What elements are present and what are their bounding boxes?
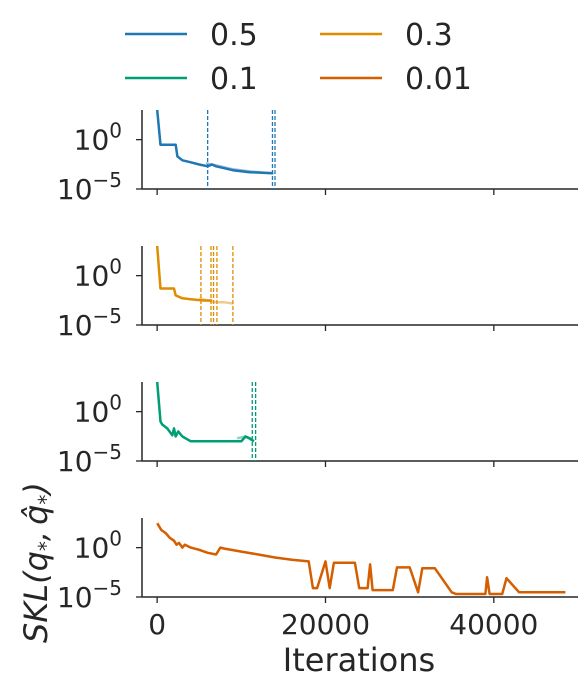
series-line-1-1 bbox=[198, 297, 234, 305]
x-tick-label-2: 40000 bbox=[449, 608, 538, 641]
legend: 0.5 0.3 0.1 0.01 bbox=[125, 18, 472, 97]
x-tick-label-1: 20000 bbox=[281, 608, 370, 641]
panel-3: 100 10−5 bbox=[57, 518, 578, 614]
series-line-1-0 bbox=[155, 245, 212, 302]
y-tick-label-1: 10−5 bbox=[57, 168, 122, 206]
series-line-3-0 bbox=[156, 522, 566, 596]
y-tick-label-1: 10−5 bbox=[57, 576, 122, 614]
y-tick-label-0: 100 bbox=[74, 527, 122, 565]
legend-label-2: 0.1 bbox=[210, 62, 258, 97]
x-axis-label: Iterations bbox=[283, 641, 435, 679]
series-line-0-0 bbox=[155, 109, 274, 175]
y-axis-label: SKL(q*,q̂*) bbox=[17, 482, 58, 643]
y-tick-label-1: 10−5 bbox=[57, 440, 122, 478]
panel-0: 100 10−5 bbox=[57, 109, 578, 206]
legend-label-1: 0.3 bbox=[405, 18, 453, 53]
y-tick-label-0: 100 bbox=[74, 391, 122, 429]
panel-2: 100 10−5 bbox=[57, 381, 578, 478]
panel-1: 100 10−5 bbox=[57, 245, 578, 342]
series-line-0-1 bbox=[205, 162, 271, 175]
legend-label-3: 0.01 bbox=[405, 62, 472, 97]
y-tick-label-1: 10−5 bbox=[57, 304, 122, 342]
x-tick-label-0: 0 bbox=[148, 608, 166, 641]
panels: 100 10−5 100 10−5 100 10−5 100 10−5 bbox=[57, 109, 578, 614]
series-line-2-0 bbox=[155, 381, 255, 443]
y-tick-label-0: 100 bbox=[74, 255, 122, 293]
y-tick-label-0: 100 bbox=[74, 119, 122, 157]
x-tick-labels: 0 20000 40000 bbox=[148, 608, 538, 641]
series-line-2-1 bbox=[236, 435, 255, 443]
legend-label-0: 0.5 bbox=[210, 18, 258, 53]
